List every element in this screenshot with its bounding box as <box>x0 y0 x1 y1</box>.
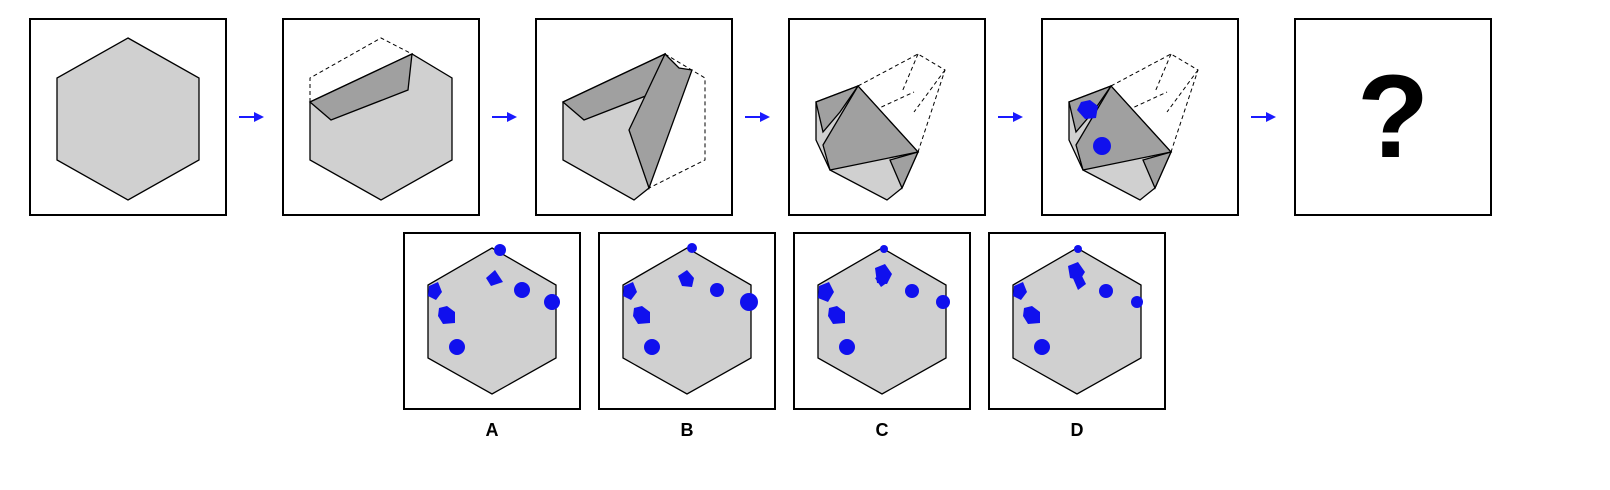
unfolded-hexagon <box>622 243 758 395</box>
pentagon-hole <box>678 270 694 287</box>
step-4-panel <box>788 18 986 216</box>
pentagon-hole <box>1077 100 1098 119</box>
circle-hole <box>710 283 724 297</box>
unfolded-hexagon <box>427 244 560 395</box>
pentagon-hole <box>818 282 834 302</box>
circle-hole <box>544 294 560 310</box>
unfolded-hexagon <box>1012 245 1143 395</box>
step-1-panel <box>29 18 227 216</box>
circle-hole <box>880 245 888 253</box>
right-arrow-icon <box>492 112 517 122</box>
pentagon-hole <box>828 306 845 324</box>
circle-hole <box>1099 284 1113 298</box>
circle-hole <box>839 339 855 355</box>
pentagon-hole <box>875 274 888 287</box>
pentagon-hole <box>1013 282 1027 300</box>
unfolded-hexagon <box>817 245 950 395</box>
option-d-label[interactable]: D <box>1070 420 1084 440</box>
circle-hole <box>1093 137 1111 155</box>
folded-hexagon-shape <box>561 52 706 201</box>
question-mark: ? <box>1356 51 1430 183</box>
circle-hole <box>1034 339 1050 355</box>
circle-hole <box>936 295 950 309</box>
right-arrow-icon <box>1251 112 1276 122</box>
pentagon-hole <box>633 306 650 324</box>
pentagon-hole <box>623 282 637 300</box>
pentagon-hole <box>1023 306 1040 324</box>
step-3-panel <box>535 18 733 216</box>
option-c-label[interactable]: C <box>875 420 889 440</box>
option-d-panel[interactable] <box>988 232 1166 410</box>
option-b-label[interactable]: B <box>680 420 694 440</box>
circle-hole <box>514 282 530 298</box>
circle-hole <box>905 284 919 298</box>
right-arrow-icon <box>998 112 1023 122</box>
pentagon-hole <box>1072 274 1086 290</box>
folded-hexagon-shape <box>815 53 946 201</box>
right-arrow-icon <box>745 112 770 122</box>
option-a-label[interactable]: A <box>485 420 499 440</box>
step-5-panel <box>1041 18 1239 216</box>
circle-hole <box>1074 245 1082 253</box>
circle-hole <box>740 293 758 311</box>
circle-hole <box>449 339 465 355</box>
circle-hole <box>494 244 506 256</box>
hexagon-shape <box>56 37 200 201</box>
question-panel: ? <box>1294 18 1492 216</box>
option-c-panel[interactable] <box>793 232 971 410</box>
step-2-panel <box>282 18 480 216</box>
pentagon-hole <box>428 282 442 300</box>
folded-hexagon-shape <box>308 37 453 201</box>
circle-hole <box>687 243 697 253</box>
pentagon-hole <box>486 270 503 286</box>
punched-hexagon-shape <box>1068 53 1199 201</box>
pentagon-hole <box>438 306 455 324</box>
circle-hole <box>644 339 660 355</box>
option-b-panel[interactable] <box>598 232 776 410</box>
circle-hole <box>1131 296 1143 308</box>
right-arrow-icon <box>239 112 264 122</box>
option-a-panel[interactable] <box>403 232 581 410</box>
